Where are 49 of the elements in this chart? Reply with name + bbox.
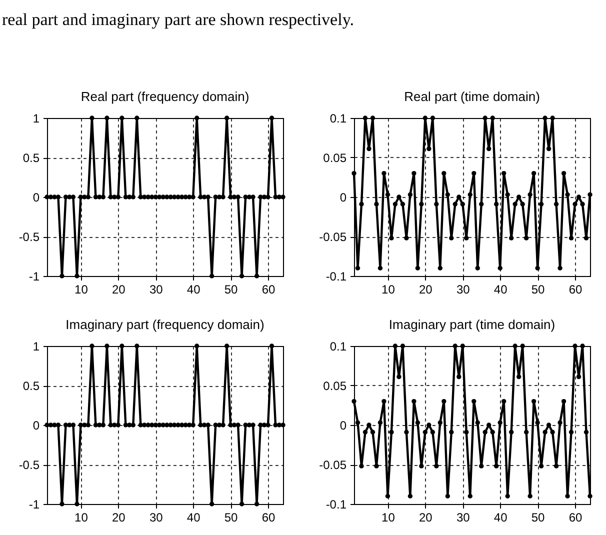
y-tick-label: -0.1 <box>326 270 347 284</box>
y-tick-label: -1 <box>28 270 40 284</box>
chart-title: Imaginary part (frequency domain) <box>66 317 264 332</box>
x-tick-label: 40 <box>494 510 508 524</box>
y-tick-label: 0 <box>340 190 347 204</box>
x-tick-label: 50 <box>531 282 546 296</box>
x-tick-label: 30 <box>149 282 164 296</box>
y-tick-label: -1 <box>28 498 40 512</box>
x-tick-label: 60 <box>262 510 276 524</box>
y-tick-label: 0.1 <box>330 112 347 126</box>
y-tick-label: -0.5 <box>18 458 40 472</box>
x-tick-label: 50 <box>224 282 238 296</box>
x-tick-label: 20 <box>418 510 433 524</box>
y-tick-label: 0 <box>32 190 40 204</box>
y-tick-label: -0.05 <box>319 230 347 244</box>
x-tick-label: 10 <box>382 510 396 524</box>
chart-title: Real part (frequency domain) <box>80 89 250 104</box>
x-tick-label: 20 <box>112 510 126 524</box>
x-tick-label: 30 <box>149 510 164 524</box>
text: real part and imaginary part are shown respectively. <box>2 10 355 30</box>
y-tick-label: 0.1 <box>330 340 347 354</box>
x-tick-label: 20 <box>112 282 126 296</box>
y-tick-label: -0.05 <box>319 458 347 472</box>
y-tick-label: 0.5 <box>22 151 40 165</box>
y-tick-label: 0.05 <box>323 379 347 393</box>
x-tick-label: 30 <box>456 282 470 296</box>
x-tick-label: 50 <box>224 510 238 524</box>
x-tick-label: 60 <box>262 282 276 296</box>
chart-title: Imaginary part (time domain) <box>388 317 556 332</box>
y-tick-label: 1 <box>32 112 40 126</box>
y-tick-label: 0.05 <box>323 151 347 165</box>
x-tick-label: 30 <box>456 510 470 524</box>
y-tick-label: 0.5 <box>22 379 40 393</box>
x-tick-label: 40 <box>186 510 201 524</box>
x-tick-label: 60 <box>568 282 583 296</box>
x-tick-label: 10 <box>382 282 396 296</box>
x-tick-label: 40 <box>186 282 201 296</box>
y-tick-label: 0 <box>32 418 40 432</box>
x-tick-label: 60 <box>568 510 583 524</box>
x-tick-label: 10 <box>74 510 88 524</box>
y-tick-label: -0.1 <box>326 498 347 512</box>
x-tick-label: 40 <box>494 282 508 296</box>
y-tick-label: 0 <box>340 418 347 432</box>
y-tick-label: -0.5 <box>18 230 40 244</box>
y-tick-label: 1 <box>32 340 40 354</box>
chart-title: Real part (time domain) <box>404 89 540 104</box>
x-tick-label: 50 <box>531 510 546 524</box>
x-tick-label: 10 <box>74 282 88 296</box>
x-tick-label: 20 <box>418 282 433 296</box>
